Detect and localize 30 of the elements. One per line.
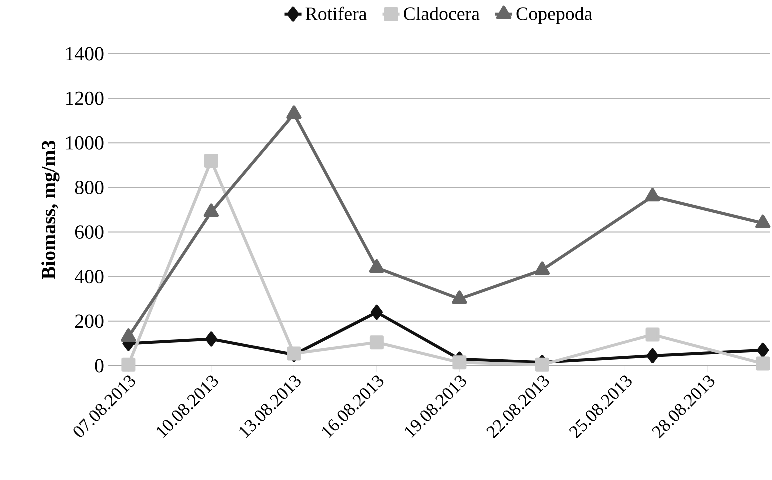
point bbox=[370, 336, 384, 350]
point bbox=[646, 348, 659, 364]
point bbox=[452, 290, 468, 304]
point bbox=[756, 214, 771, 228]
y-tick-label: 1400 bbox=[66, 47, 104, 61]
point bbox=[370, 305, 383, 320]
y-tick-label: 200 bbox=[75, 314, 104, 328]
legend-label: Rotifera bbox=[306, 6, 368, 20]
point bbox=[757, 342, 770, 358]
y-axis-title: Biomass, mg/m3 bbox=[42, 140, 60, 280]
legend-label: Cladocera bbox=[404, 7, 480, 20]
point bbox=[646, 328, 660, 342]
y-tick-label: 1200 bbox=[66, 92, 104, 106]
point bbox=[205, 332, 218, 347]
y-tick-label: 1000 bbox=[66, 136, 104, 150]
y-tick-label: 600 bbox=[75, 226, 104, 239]
legend-label: Copepoda bbox=[516, 7, 592, 24]
point bbox=[756, 356, 770, 371]
point bbox=[286, 106, 302, 120]
point bbox=[452, 356, 467, 370]
point bbox=[535, 358, 550, 372]
point bbox=[121, 328, 136, 342]
y-tick-label: 0 bbox=[95, 359, 104, 373]
point bbox=[204, 204, 220, 218]
point bbox=[369, 259, 385, 273]
y-tick-label: 800 bbox=[75, 180, 104, 194]
point bbox=[645, 188, 660, 202]
point bbox=[122, 358, 136, 372]
y-tick-label: 400 bbox=[74, 270, 104, 284]
point bbox=[534, 262, 550, 276]
